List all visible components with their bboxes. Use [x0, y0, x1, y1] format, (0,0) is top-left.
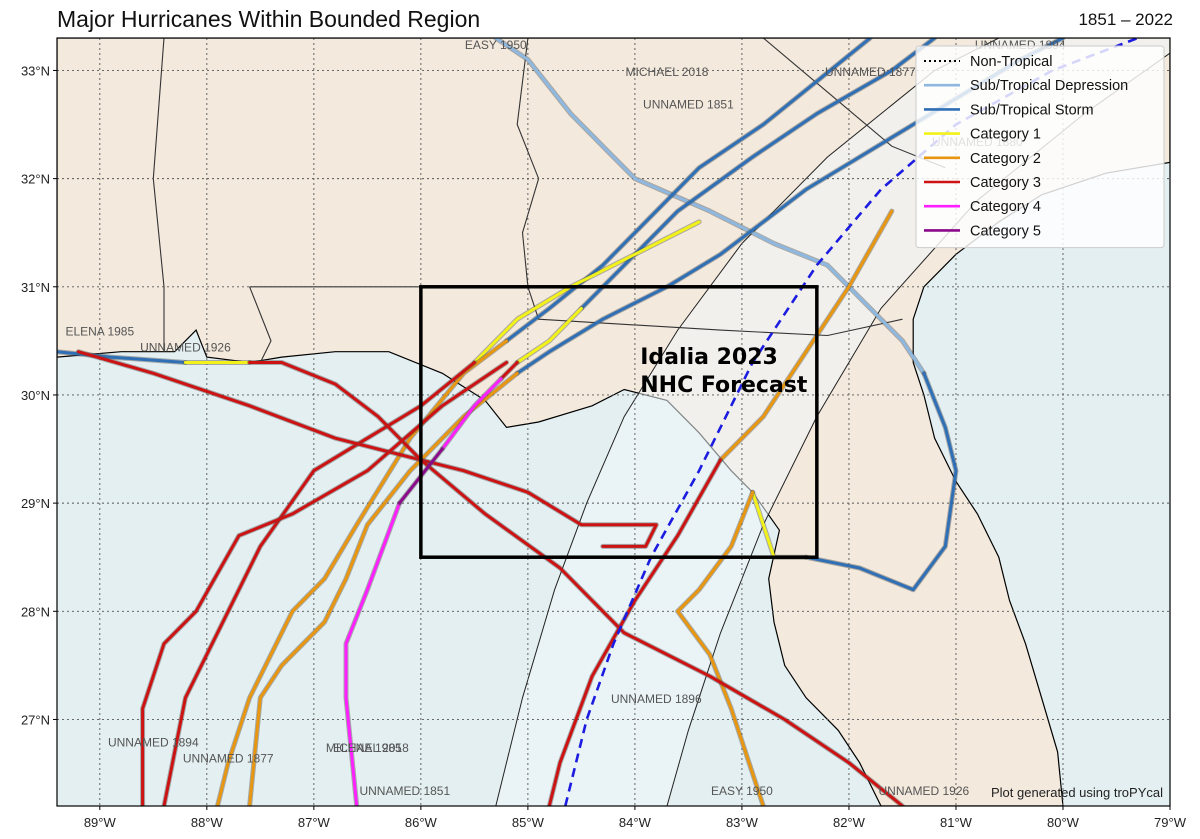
storm-track-segment [499, 361, 519, 381]
lon-tick-label: 84°W [619, 815, 652, 830]
storm-track-segment [547, 458, 722, 806]
storm-track-segment [505, 38, 872, 343]
lon-tick-label: 86°W [405, 815, 438, 830]
lat-tick-label: 31°N [21, 280, 50, 295]
storm-track-segment [57, 350, 187, 364]
legend-label: Category 4 [970, 199, 1041, 215]
gridlines [57, 38, 1170, 806]
storm-label: UNNAMED 1877 [825, 65, 916, 79]
storm-track-segment [76, 350, 658, 548]
storm-track-segment [515, 306, 583, 364]
forecast-cone [495, 38, 1170, 806]
storm-tracks [57, 38, 1066, 806]
map-plot-area: EASY 1950 EASY 1950 MICHAEL 2018 MICHAEL 20… [57, 38, 1170, 806]
storm-labels: EASY 1950 EASY 1950 MICHAEL 2018 MICHAEL 20… [65, 38, 1065, 798]
legend-label: Category 3 [970, 175, 1041, 191]
storm-track-segment [216, 339, 508, 806]
lat-tick-label: 28°N [21, 604, 50, 619]
lon-tick-label: 82°W [833, 815, 866, 830]
storm-track-segment [494, 38, 926, 375]
forecast-annotation-line1: Idalia 2023 [640, 345, 778, 370]
lon-tick-label: 79°W [1154, 815, 1187, 830]
storm-label: MICHAEL 2018 [326, 741, 409, 755]
storm-track-segment [676, 490, 765, 806]
storm-track-segment [579, 38, 937, 310]
bounded-region-box [419, 285, 819, 559]
lat-tick-label: 33°N [21, 63, 50, 78]
axis-ticks: 89°W 88°W 87°W 86°W 85°W 84°W 83°W 82°W 81°W 80°W… [21, 63, 1187, 830]
legend-label: Category 5 [970, 223, 1041, 239]
state-border [249, 286, 272, 363]
year-range: 1851 – 2022 [1078, 10, 1173, 29]
storm-track-segment [248, 361, 904, 806]
forecast-annotation-line2: NHC Forecast [640, 373, 808, 398]
storm-track-segment [719, 209, 894, 462]
lon-tick-label: 83°W [726, 815, 759, 830]
legend-label: Category 1 [970, 127, 1041, 143]
storm-track-segment [248, 371, 519, 806]
legend-box [915, 45, 1165, 249]
storm-label: ELENA 1985 [333, 741, 402, 755]
storm-label: ELENA 1985 [65, 324, 134, 338]
lon-tick-label: 87°W [298, 815, 331, 830]
forecast-track [564, 38, 1139, 806]
legend-label: Non-Tropical [970, 54, 1052, 70]
lon-tick-label: 85°W [512, 815, 545, 830]
storm-label: EASY 1950 [711, 784, 773, 798]
storm-label: UNNAMED 1851 [359, 784, 450, 798]
map-title: Major Hurricanes Within Bounded Region [57, 6, 481, 32]
lat-tick-label: 30°N [21, 388, 50, 403]
legend: Non-Tropical Sub/Tropical Depression Sub/T… [915, 45, 1165, 249]
storm-label: UNNAMED 1851 [643, 97, 734, 111]
legend-label: Category 2 [970, 151, 1041, 167]
lat-tick-label: 29°N [21, 496, 50, 511]
lat-tick-label: 32°N [21, 172, 50, 187]
storm-track-segment [440, 377, 503, 451]
state-border [152, 38, 165, 352]
storm-label: UNNAMED 1926 [879, 784, 970, 798]
storm-label: MICHAEL 2018 [626, 65, 709, 79]
storm-label: EASY 1950 [465, 38, 527, 52]
storm-label: UNNAMED 1894 [108, 736, 199, 750]
map-frame [56, 37, 1171, 807]
storm-track-segment [162, 361, 476, 806]
lon-tick-label: 89°W [84, 815, 117, 830]
lon-tick-label: 81°W [940, 815, 973, 830]
storm-label: UNNAMED 1877 [183, 752, 274, 766]
credit-text: Plot generated using troPYcal [991, 785, 1163, 800]
legend-label: Sub/Tropical Depression [970, 78, 1128, 94]
storm-label: UNNAMED 1896 [611, 692, 702, 706]
storm-track-segment [804, 371, 958, 592]
storm-label: UNNAMED 1926 [140, 341, 231, 355]
lat-tick-label: 27°N [21, 712, 50, 727]
lon-tick-label: 80°W [1047, 815, 1080, 830]
storm-track-segment [141, 361, 508, 806]
storm-track-segment [344, 501, 401, 806]
lon-tick-label: 88°W [191, 815, 224, 830]
legend-label: Sub/Tropical Storm [970, 102, 1094, 118]
